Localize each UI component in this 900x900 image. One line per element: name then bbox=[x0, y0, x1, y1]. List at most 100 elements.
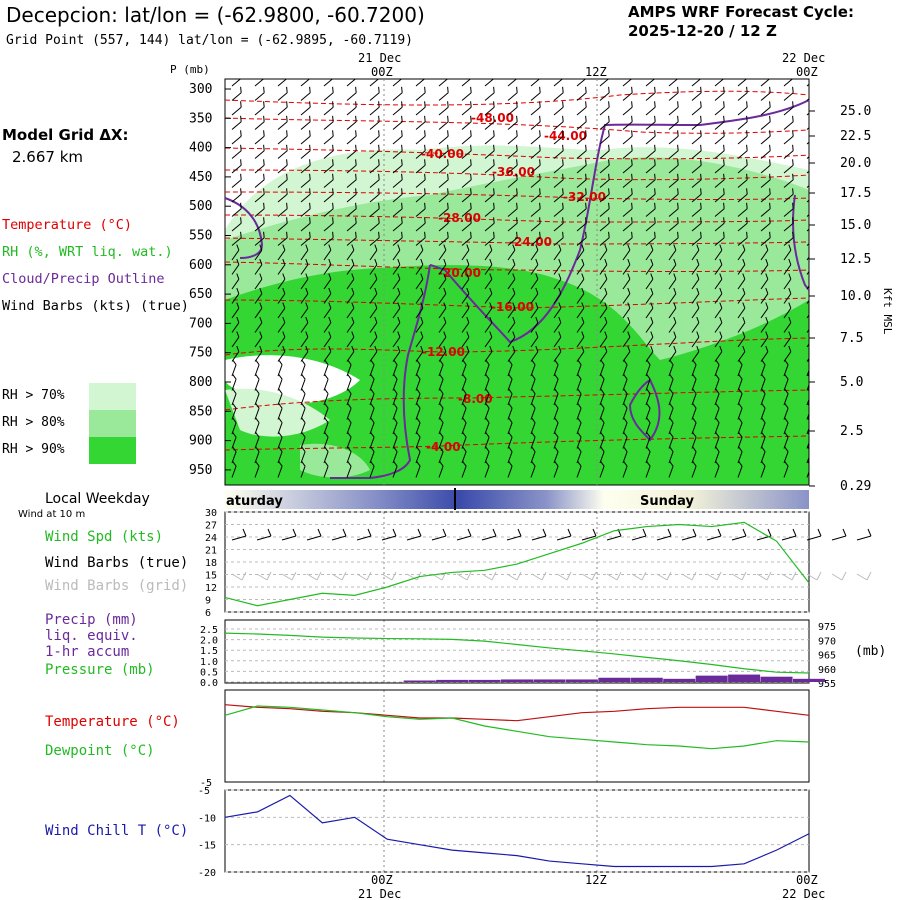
wind-barb bbox=[277, 130, 288, 145]
wind-barb bbox=[231, 258, 240, 275]
wind-barb bbox=[369, 202, 380, 217]
wind-barb bbox=[346, 231, 357, 246]
wind-barb bbox=[346, 331, 355, 348]
wind-barb bbox=[254, 101, 265, 116]
wind-barb bbox=[668, 258, 677, 275]
wind-barb bbox=[277, 417, 283, 435]
wind-chill-panel-frame bbox=[224, 789, 810, 873]
surface-barb-grid bbox=[831, 571, 847, 581]
wind-barb bbox=[438, 115, 449, 130]
wind-barb bbox=[415, 130, 426, 145]
surface-barb-grid bbox=[281, 571, 297, 581]
wind-barb bbox=[277, 244, 286, 261]
precip-bar bbox=[728, 674, 761, 682]
surface-barb-true bbox=[331, 528, 347, 541]
wind-barb bbox=[691, 244, 700, 261]
wind-barb bbox=[392, 86, 403, 101]
wind-barb bbox=[346, 130, 357, 145]
height-tick: 5.0 bbox=[840, 375, 863, 390]
wind-barb bbox=[576, 231, 587, 246]
wind-barb bbox=[737, 359, 743, 377]
wind-chill-gridlines bbox=[225, 789, 809, 873]
wind-barb bbox=[622, 217, 633, 232]
wind-barb bbox=[415, 287, 424, 304]
wind-barb bbox=[714, 244, 723, 261]
wind-barb bbox=[369, 403, 375, 420]
wind-barb bbox=[737, 244, 746, 261]
wind-barb bbox=[622, 130, 633, 145]
height-tick: 22.5 bbox=[840, 129, 871, 144]
wind-barb bbox=[461, 374, 467, 391]
wind-barb bbox=[300, 244, 309, 261]
wind-barb bbox=[645, 359, 651, 377]
wind-barb bbox=[346, 188, 357, 203]
surface-barb-grid bbox=[606, 571, 622, 581]
wind-barb bbox=[691, 115, 702, 130]
wind-barb bbox=[254, 86, 265, 101]
wind-barb bbox=[438, 403, 444, 420]
wind-barb bbox=[530, 188, 541, 203]
wind-barb bbox=[645, 432, 651, 449]
wind-barb bbox=[760, 273, 769, 290]
wind-barb bbox=[553, 287, 562, 304]
pressure-tick: 975 bbox=[818, 622, 836, 633]
temp-label-minus36: -36.00 bbox=[492, 165, 535, 179]
wind-barb bbox=[760, 115, 771, 130]
height-tick: 7.5 bbox=[840, 331, 863, 346]
wind-barb bbox=[369, 374, 375, 391]
wind-barb bbox=[323, 273, 332, 290]
surface-barb-true bbox=[306, 528, 322, 541]
wind-barb bbox=[507, 173, 518, 188]
wind-barb bbox=[461, 287, 470, 304]
precip-panel-gridlines bbox=[225, 628, 809, 683]
wind-barb bbox=[300, 188, 311, 203]
wind-barb bbox=[783, 173, 794, 188]
wind-barb bbox=[599, 388, 605, 406]
wind-barb bbox=[806, 170, 809, 174]
wind-barb bbox=[576, 188, 587, 203]
wind-barb bbox=[668, 417, 674, 435]
wind-barb bbox=[346, 244, 355, 261]
weekday-saturday: aturday bbox=[226, 494, 283, 509]
wind-barb bbox=[438, 217, 449, 232]
surface-barb-true bbox=[531, 528, 547, 541]
wind-barb bbox=[438, 302, 447, 319]
wind-barb bbox=[277, 86, 288, 101]
wind-barb bbox=[277, 461, 283, 478]
temp-label-minus32: -32.00 bbox=[563, 190, 606, 204]
wind-barb bbox=[714, 273, 723, 290]
precip-bar bbox=[760, 676, 793, 682]
wind-barb bbox=[783, 359, 789, 377]
wind-barb bbox=[530, 388, 536, 406]
wind-barb bbox=[714, 302, 723, 319]
wind-barb bbox=[553, 432, 559, 449]
precip-bar bbox=[695, 675, 728, 682]
wind-barb bbox=[507, 302, 516, 319]
surface-barb-true bbox=[731, 528, 747, 541]
wind-barb bbox=[599, 188, 610, 203]
wind-barb bbox=[622, 101, 633, 116]
wind-barb bbox=[530, 273, 539, 290]
wind-barb bbox=[231, 202, 242, 217]
legend-temperature: Temperature (°C) bbox=[2, 217, 133, 233]
wind-barb bbox=[668, 403, 674, 420]
wind-barb bbox=[599, 359, 605, 377]
wind-barb bbox=[277, 403, 283, 420]
wind-barb bbox=[737, 144, 748, 159]
wind-barb bbox=[760, 403, 766, 420]
wind-barb bbox=[553, 202, 564, 217]
wind-barb bbox=[691, 144, 702, 159]
wind-barb bbox=[806, 299, 809, 304]
wind-barb bbox=[438, 461, 444, 478]
wind-barb bbox=[254, 159, 265, 174]
wind-barb bbox=[346, 388, 352, 406]
wind-barb bbox=[415, 217, 426, 232]
wind-barb bbox=[369, 359, 375, 377]
wind-barb bbox=[622, 258, 631, 275]
temp-label-minus28: -28.00 bbox=[438, 211, 481, 225]
wind-barb bbox=[691, 388, 697, 406]
wind-barb bbox=[714, 144, 725, 159]
wind-barb bbox=[714, 359, 720, 377]
wind-barb bbox=[599, 432, 605, 449]
